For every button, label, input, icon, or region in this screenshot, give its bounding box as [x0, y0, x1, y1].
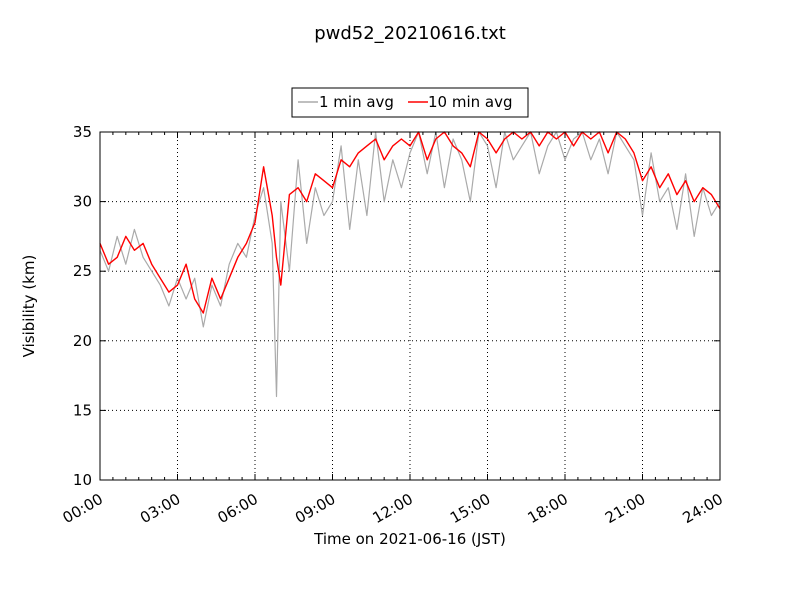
legend-label-1min: 1 min avg: [319, 93, 394, 111]
chart-title: pwd52_20210616.txt: [314, 23, 506, 44]
y-tick-label: 20: [73, 332, 92, 350]
series-line-1min-avg: [99, 131, 721, 398]
y-tick-label: 30: [73, 193, 92, 211]
legend-label-10min: 10 min avg: [428, 93, 513, 111]
x-axis-label: Time on 2021-06-16 (JST): [313, 530, 506, 548]
grid: [100, 132, 720, 480]
y-tick-label: 25: [73, 262, 92, 280]
y-tick-label: 35: [73, 123, 92, 141]
y-tick-label: 15: [73, 401, 92, 419]
series-layer: [99, 131, 721, 398]
legend: 1 min avg 10 min avg: [291, 87, 529, 118]
series-line-10min-avg: [99, 131, 721, 314]
y-axis-label: Visibility (km): [20, 255, 38, 358]
ticks: [99, 131, 721, 481]
y-tick-label: 10: [73, 471, 92, 489]
